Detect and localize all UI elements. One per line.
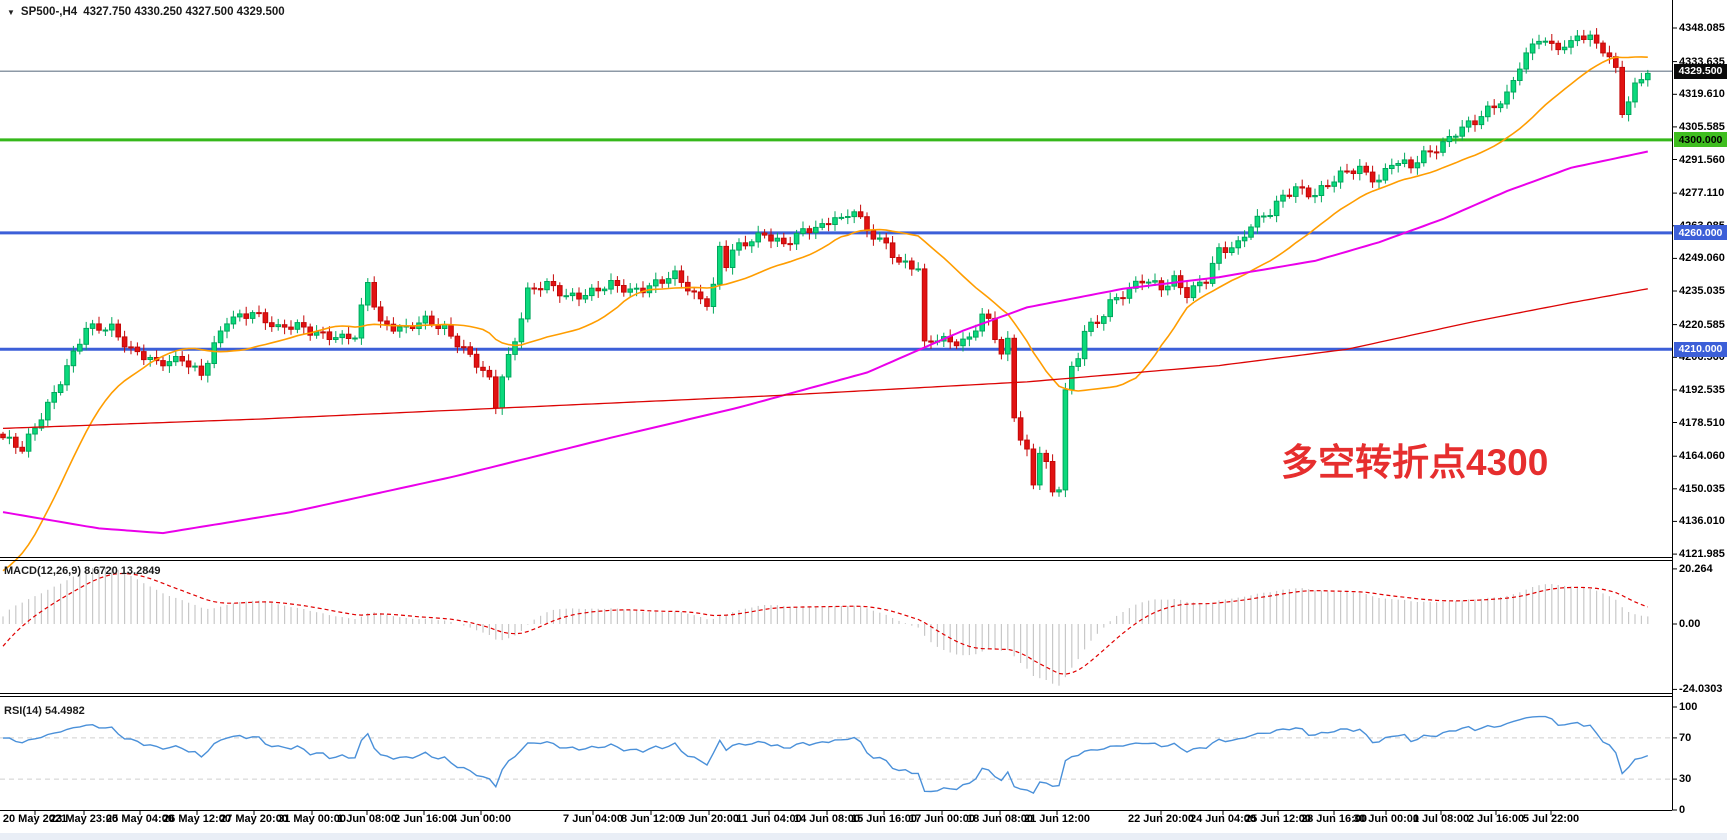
price-level-badge: 4329.500 (1674, 63, 1727, 79)
time-tick-label: 26 May 12:00 (163, 813, 231, 825)
price-tick-label: 4305.585 (1679, 120, 1725, 133)
price-tick-label: 4319.610 (1679, 88, 1725, 101)
price-tick-label: 4277.110 (1679, 187, 1725, 200)
time-tick-label: 20 May 2021 (2, 813, 68, 825)
time-tick-label: 14 Jun 08:00 (793, 813, 861, 825)
time-tick-label: 2 Jun 16:00 (394, 813, 454, 825)
window-bottom-strip (0, 833, 1727, 840)
price-tick-label: 4348.085 (1679, 22, 1725, 34)
macd-indicator-label: MACD(12,26,9) 8.6720 13.2849 (4, 565, 161, 577)
time-tick-label: 28 Jun 16:00 (1300, 813, 1368, 825)
time-tick-label: 25 May 04:00 (106, 813, 174, 825)
time-tick-label: 27 May 20:00 (220, 813, 288, 825)
time-tick-label: 7 Jun 04:00 (563, 813, 623, 825)
price-tick-label: 4121.985 (1679, 548, 1725, 561)
symbol-timeframe-label: SP500-,H4 (20, 6, 78, 18)
time-tick-label: 11 Jun 04:00 (736, 813, 802, 825)
price-level-badge: 4300.000 (1674, 132, 1727, 148)
price-tick-label: 4178.510 (1679, 416, 1725, 429)
time-tick-label: 15 Jun 16:00 (850, 813, 918, 825)
time-tick-label: 21 Jun 12:00 (1023, 813, 1091, 825)
time-tick-label: 17 Jun 00:00 (908, 813, 976, 825)
price-level-badge: 4260.000 (1674, 225, 1727, 241)
rsi-indicator-label: RSI(14) 54.4982 (4, 705, 85, 717)
time-tick-label: 23 May 23:00 (50, 813, 118, 825)
time-tick-label: 9 Jun 20:00 (679, 813, 739, 825)
price-level-badge: 4210.000 (1674, 341, 1727, 357)
rsi-tick-label: 70 (1679, 731, 1692, 744)
price-tick-label: 4136.010 (1679, 515, 1725, 528)
price-tick-label: 4291.560 (1679, 153, 1725, 166)
price-tick-label: 4249.060 (1679, 252, 1725, 265)
time-tick-label: 30 Jun 00:00 (1352, 813, 1420, 825)
price-tick-label: 4220.585 (1679, 318, 1725, 331)
price-tick-label: 4192.535 (1679, 383, 1725, 396)
rsi-tick-label: 0 (1679, 804, 1686, 816)
time-tick-label: 1 Jul 08:00 (1412, 813, 1470, 825)
time-tick-label: 2 Jul 16:00 (1467, 813, 1525, 825)
chart-annotation-text: 多空转折点4300 (1281, 442, 1549, 483)
ohlc-values: 4327.750 4330.250 4327.500 4329.500 (83, 6, 285, 18)
time-tick-label: 24 Jun 04:00 (1189, 813, 1257, 825)
collapse-triangle-icon[interactable]: ▼ (7, 7, 15, 17)
time-tick-label: 1 Jun 08:00 (337, 813, 397, 825)
chart-header: ▼ SP500-,H4 4327.750 4330.250 4327.500 4… (7, 6, 285, 18)
time-tick-label: 25 Jun 12:00 (1244, 813, 1312, 825)
macd-tick-label: 0.00 (1679, 618, 1701, 630)
time-tick-label: 22 Jun 20:00 (1127, 813, 1195, 825)
macd-tick-label: -24.0303 (1679, 683, 1723, 696)
macd-tick-label: 20.264 (1679, 562, 1713, 575)
time-tick-label: 4 Jun 00:00 (451, 813, 511, 825)
time-tick-label: 18 Jun 08:00 (966, 813, 1034, 825)
time-tick-label: 5 Jul 22:00 (1522, 813, 1580, 825)
time-tick-label: 31 May 00:00 (278, 813, 346, 825)
price-tick-label: 4164.060 (1679, 450, 1725, 463)
time-tick-label: 8 Jun 12:00 (621, 813, 681, 825)
rsi-tick-label: 30 (1679, 773, 1692, 786)
price-tick-label: 4150.035 (1679, 482, 1725, 495)
price-tick-label: 4235.035 (1679, 285, 1725, 298)
rsi-tick-label: 100 (1679, 701, 1698, 713)
